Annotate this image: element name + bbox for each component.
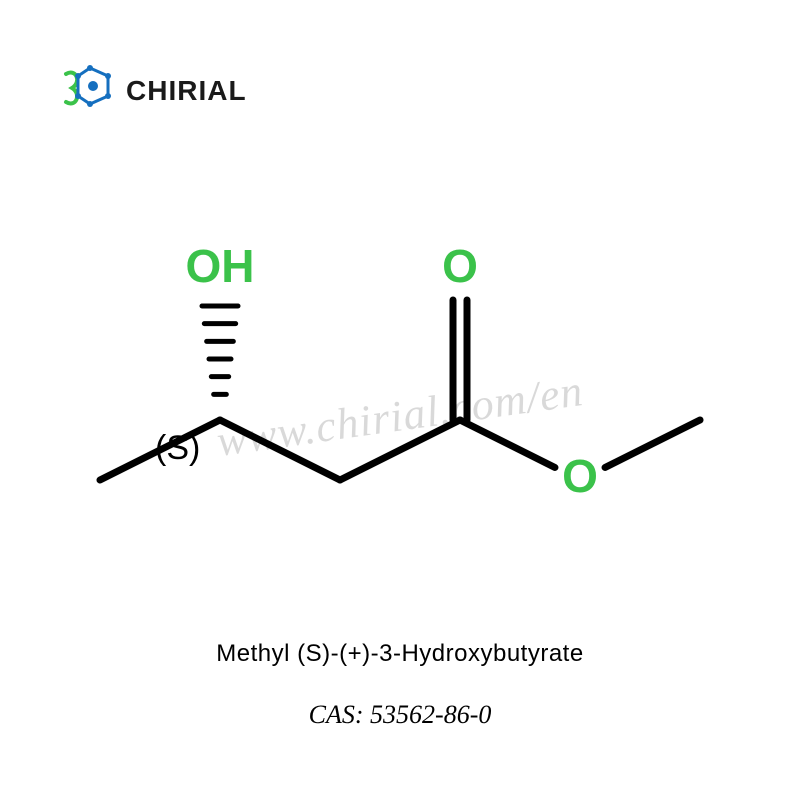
svg-text:O: O: [442, 240, 478, 292]
brand-name: CHIRIAL: [126, 75, 247, 107]
structure-svg: O O OH (S): [80, 140, 720, 560]
svg-text:O: O: [562, 450, 598, 502]
compound-name: Methyl (S)-(+)-3-Hydroxybutyrate: [0, 640, 800, 668]
cas-prefix: CAS:: [309, 700, 364, 729]
svg-text:OH: OH: [186, 240, 255, 292]
brand-logo: CHIRIAL: [60, 60, 247, 121]
chemical-structure: O O OH (S): [80, 140, 720, 560]
svg-text:(S): (S): [155, 429, 200, 467]
page-canvas: CHIRIAL OOOH(S) www.chirial.com/en Methy…: [0, 0, 800, 800]
logo-icon: [60, 60, 116, 121]
cas-number: CAS: 53562-86-0: [0, 700, 800, 730]
cas-value: 53562-86-0: [370, 700, 491, 729]
